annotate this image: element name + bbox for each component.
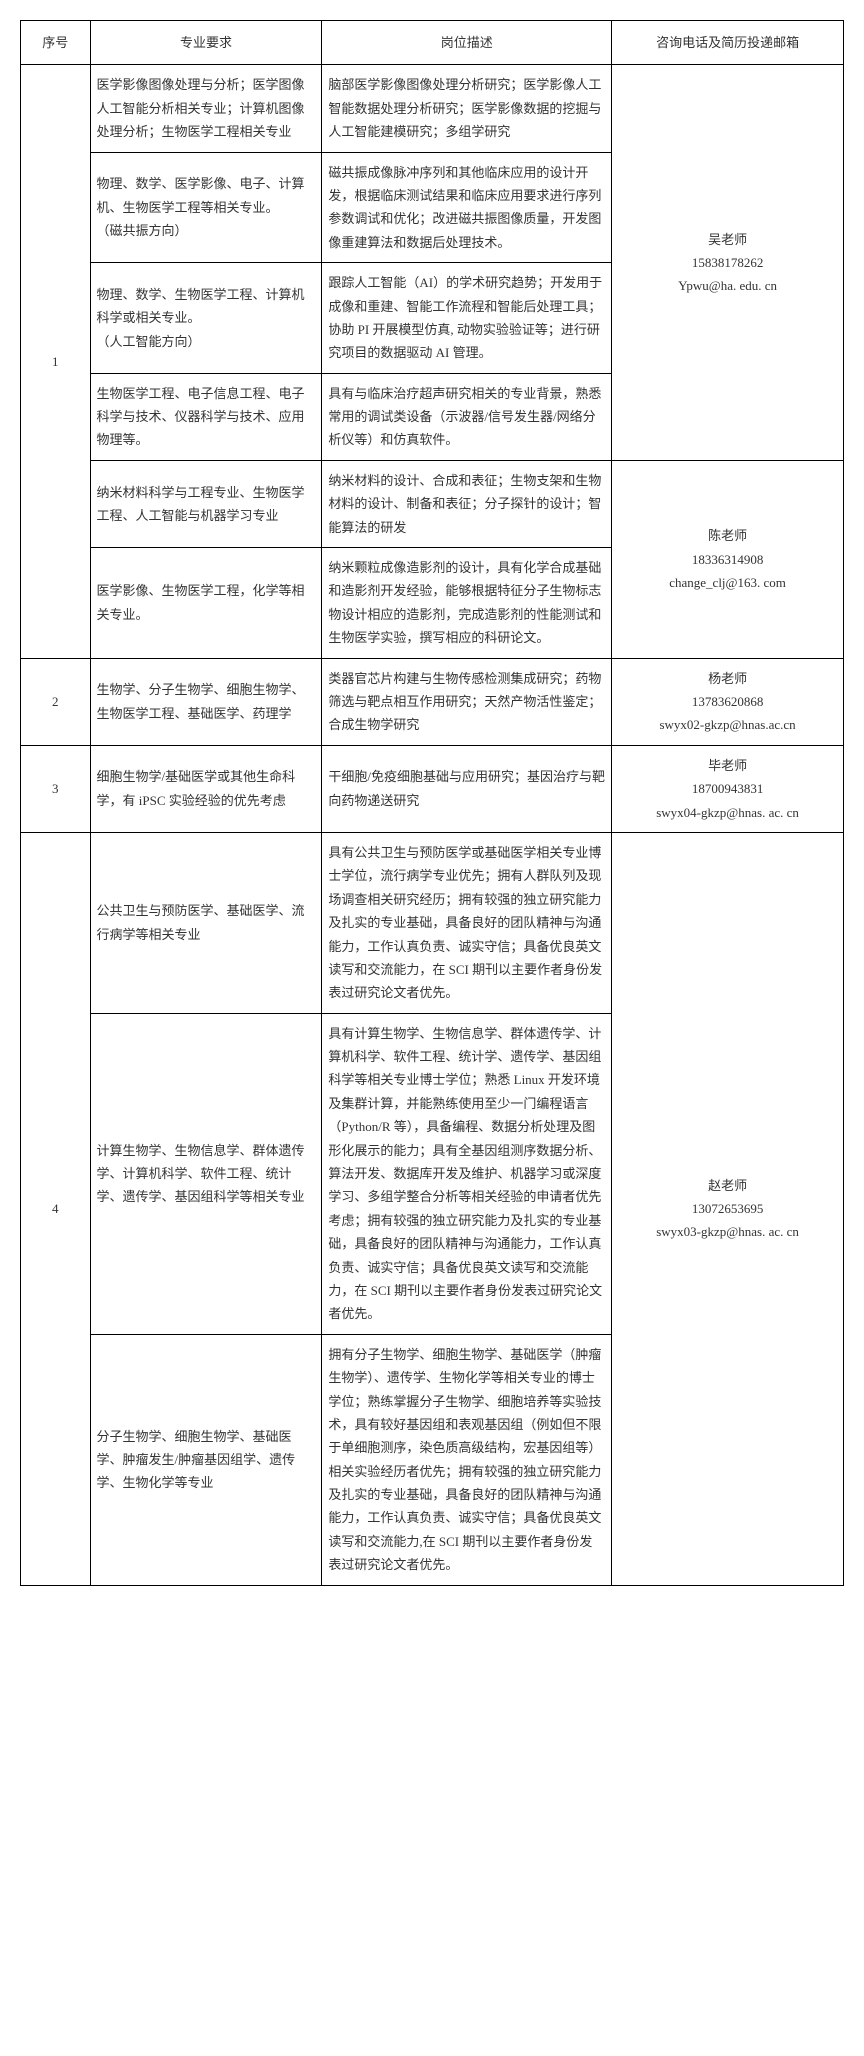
table-row: 4公共卫生与预防医学、基础医学、流行病学等相关专业具有公共卫生与预防医学或基础医… (21, 832, 844, 1013)
header-desc: 岗位描述 (322, 21, 612, 65)
cell-desc: 拥有分子生物学、细胞生物学、基础医学（肿瘤生物学）、遗传学、生物化学等相关专业的… (322, 1334, 612, 1585)
cell-major: 生物学、分子生物学、细胞生物学、生物医学工程、基础医学、药理学 (90, 658, 322, 745)
header-idx: 序号 (21, 21, 91, 65)
cell-contact: 杨老师 13783620868 swyx02-gkzp@hnas.ac.cn (612, 658, 844, 745)
cell-idx: 3 (21, 745, 91, 832)
cell-desc: 纳米材料的设计、合成和表征；生物支架和生物材料的设计、制备和表征；分子探针的设计… (322, 460, 612, 547)
table-row: 纳米材料科学与工程专业、生物医学工程、人工智能与机器学习专业纳米材料的设计、合成… (21, 460, 844, 547)
cell-contact: 吴老师 15838178262 Ypwu@ha. edu. cn (612, 65, 844, 460)
cell-desc: 具有计算生物学、生物信息学、群体遗传学、计算机科学、软件工程、统计学、遗传学、基… (322, 1013, 612, 1334)
cell-desc: 跟踪人工智能（AI）的学术研究趋势；开发用于成像和重建、智能工作流程和智能后处理… (322, 263, 612, 374)
table-row: 2生物学、分子生物学、细胞生物学、生物医学工程、基础医学、药理学类器官芯片构建与… (21, 658, 844, 745)
header-row: 序号 专业要求 岗位描述 咨询电话及简历投递邮箱 (21, 21, 844, 65)
table-row: 1医学影像图像处理与分析；医学图像人工智能分析相关专业；计算机图像处理分析；生物… (21, 65, 844, 152)
cell-idx: 2 (21, 658, 91, 745)
cell-major: 分子生物学、细胞生物学、基础医学、肿瘤发生/肿瘤基因组学、遗传学、生物化学等专业 (90, 1334, 322, 1585)
cell-contact: 陈老师 18336314908 change_clj@163. com (612, 460, 844, 658)
recruitment-table: 序号 专业要求 岗位描述 咨询电话及简历投递邮箱 1医学影像图像处理与分析；医学… (20, 20, 844, 1586)
cell-contact: 赵老师 13072653695 swyx03-gkzp@hnas. ac. cn (612, 832, 844, 1585)
header-contact: 咨询电话及简历投递邮箱 (612, 21, 844, 65)
table-row: 3细胞生物学/基础医学或其他生命科学，有 iPSC 实验经验的优先考虑干细胞/免… (21, 745, 844, 832)
cell-major: 公共卫生与预防医学、基础医学、流行病学等相关专业 (90, 832, 322, 1013)
cell-major: 物理、数学、医学影像、电子、计算机、生物医学工程等相关专业。 （磁共振方向） (90, 152, 322, 263)
cell-major: 计算生物学、生物信息学、群体遗传学、计算机科学、软件工程、统计学、遗传学、基因组… (90, 1013, 322, 1334)
cell-major: 细胞生物学/基础医学或其他生命科学，有 iPSC 实验经验的优先考虑 (90, 745, 322, 832)
cell-major: 纳米材料科学与工程专业、生物医学工程、人工智能与机器学习专业 (90, 460, 322, 547)
cell-major: 医学影像图像处理与分析；医学图像人工智能分析相关专业；计算机图像处理分析；生物医… (90, 65, 322, 152)
cell-desc: 具有公共卫生与预防医学或基础医学相关专业博士学位，流行病学专业优先；拥有人群队列… (322, 832, 612, 1013)
cell-major: 医学影像、生物医学工程，化学等相关专业。 (90, 548, 322, 659)
cell-desc: 具有与临床治疗超声研究相关的专业背景，熟悉常用的调试类设备（示波器/信号发生器/… (322, 373, 612, 460)
cell-desc: 磁共振成像脉冲序列和其他临床应用的设计开发，根据临床测试结果和临床应用要求进行序… (322, 152, 612, 263)
cell-idx: 4 (21, 832, 91, 1585)
cell-desc: 类器官芯片构建与生物传感检测集成研究；药物筛选与靶点相互作用研究；天然产物活性鉴… (322, 658, 612, 745)
cell-desc: 纳米颗粒成像造影剂的设计，具有化学合成基础和造影剂开发经验，能够根据特征分子生物… (322, 548, 612, 659)
cell-major: 物理、数学、生物医学工程、计算机科学或相关专业。 （人工智能方向） (90, 263, 322, 374)
cell-desc: 干细胞/免疫细胞基础与应用研究；基因治疗与靶向药物递送研究 (322, 745, 612, 832)
cell-desc: 脑部医学影像图像处理分析研究；医学影像人工智能数据处理分析研究；医学影像数据的挖… (322, 65, 612, 152)
cell-idx: 1 (21, 65, 91, 658)
cell-contact: 毕老师 18700943831 swyx04-gkzp@hnas. ac. cn (612, 745, 844, 832)
header-major: 专业要求 (90, 21, 322, 65)
cell-major: 生物医学工程、电子信息工程、电子科学与技术、仪器科学与技术、应用物理等。 (90, 373, 322, 460)
